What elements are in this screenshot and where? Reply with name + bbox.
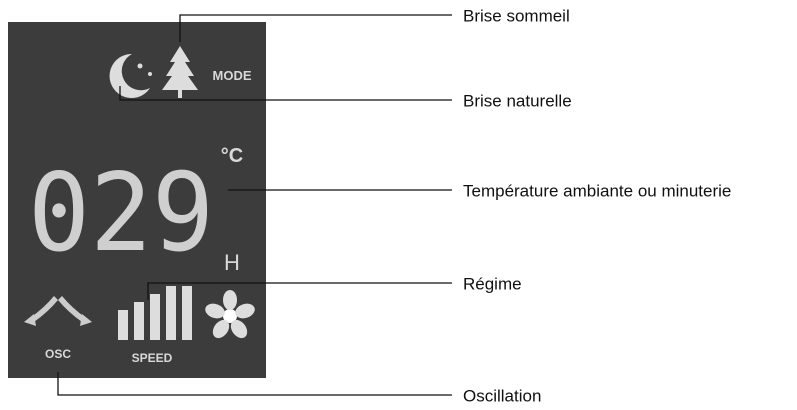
digits: 029 [28,151,214,276]
diagram: MODE 029 °C H OSC SPEED Brise sommeil Br… [0,0,797,410]
callout-label: Température ambiante ou minuterie [463,181,731,200]
hours-unit: H [224,250,240,275]
mode-label: MODE [213,68,252,83]
celsius-unit: °C [221,145,243,167]
callout-label: Oscillation [463,386,541,405]
osc-label: OSC [45,347,71,361]
speed-label: SPEED [132,351,173,365]
callout-label: Brise naturelle [463,91,572,110]
callout-label: Brise sommeil [463,6,570,25]
callout-label: Régime [463,274,522,293]
